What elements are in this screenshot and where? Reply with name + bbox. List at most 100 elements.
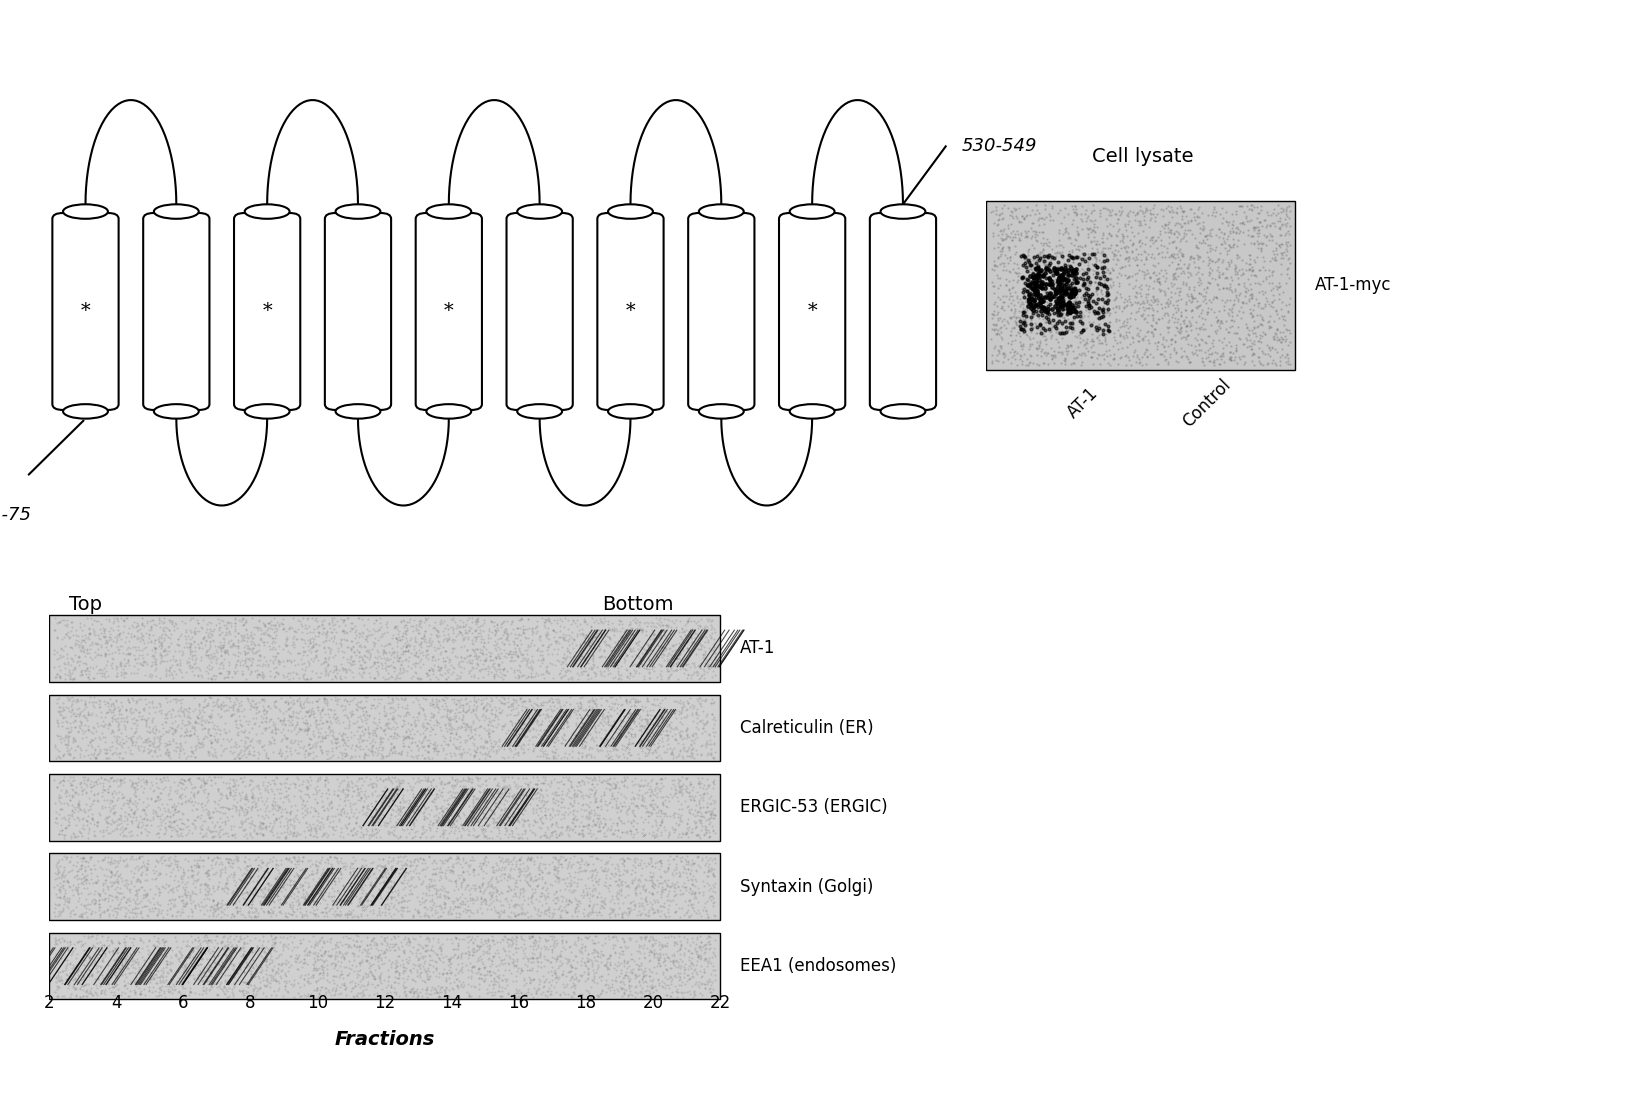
Point — [1141, 309, 1167, 326]
Point — [505, 906, 531, 924]
Point — [191, 890, 217, 908]
Point — [322, 739, 349, 756]
Point — [669, 775, 695, 793]
Point — [1208, 235, 1235, 253]
Point — [528, 802, 554, 820]
Point — [255, 783, 281, 801]
Point — [1177, 248, 1203, 266]
Point — [503, 980, 529, 998]
Point — [478, 887, 505, 905]
Point — [429, 739, 455, 756]
Point — [312, 726, 339, 744]
Point — [1075, 221, 1101, 238]
Point — [381, 937, 408, 955]
Point — [404, 797, 431, 814]
Point — [585, 742, 612, 760]
Point — [681, 750, 707, 768]
Point — [406, 891, 432, 909]
Point — [229, 747, 255, 765]
Point — [1049, 281, 1075, 299]
Point — [237, 744, 263, 762]
Point — [444, 977, 470, 995]
Point — [981, 321, 1008, 339]
Point — [682, 936, 709, 954]
Point — [473, 817, 500, 834]
Point — [212, 900, 238, 918]
Point — [362, 817, 388, 834]
Point — [385, 780, 411, 798]
Point — [222, 737, 248, 755]
Point — [503, 956, 529, 974]
Point — [77, 625, 104, 643]
Point — [133, 624, 159, 642]
Point — [289, 710, 316, 727]
Point — [386, 803, 413, 821]
Point — [426, 698, 452, 716]
Point — [289, 877, 316, 895]
Point — [653, 616, 679, 634]
Point — [390, 969, 416, 987]
Point — [500, 903, 526, 921]
Point — [595, 949, 621, 967]
Point — [1121, 211, 1148, 228]
Point — [482, 935, 508, 952]
Point — [1046, 339, 1072, 356]
Point — [225, 858, 252, 876]
Point — [293, 646, 319, 664]
Point — [426, 714, 452, 732]
Point — [294, 868, 321, 886]
Point — [1215, 231, 1241, 248]
Point — [579, 658, 605, 676]
Point — [600, 647, 626, 665]
Point — [498, 624, 524, 642]
Point — [488, 688, 515, 706]
Point — [1021, 273, 1047, 291]
Point — [1019, 330, 1046, 348]
Point — [547, 908, 574, 926]
Point — [309, 701, 335, 719]
Point — [648, 638, 674, 656]
Point — [1072, 236, 1098, 254]
Point — [1182, 341, 1208, 359]
Point — [227, 960, 253, 978]
Point — [618, 725, 644, 743]
Point — [378, 720, 404, 737]
Point — [59, 670, 85, 687]
Point — [199, 941, 225, 959]
Point — [330, 648, 357, 666]
Point — [475, 939, 501, 957]
Point — [985, 247, 1011, 265]
Point — [626, 971, 653, 989]
Point — [511, 969, 538, 987]
Point — [447, 638, 473, 656]
Point — [105, 959, 132, 977]
Point — [1212, 240, 1238, 257]
Point — [523, 932, 549, 950]
Point — [630, 828, 656, 846]
Point — [138, 789, 164, 807]
Point — [192, 636, 219, 654]
Point — [538, 927, 564, 945]
Point — [421, 661, 447, 678]
Point — [385, 885, 411, 902]
Point — [648, 804, 674, 822]
Point — [612, 889, 638, 907]
Point — [92, 810, 118, 828]
Point — [677, 879, 704, 897]
Point — [543, 895, 569, 912]
Point — [1041, 294, 1067, 312]
Point — [390, 629, 416, 647]
Point — [1024, 306, 1051, 324]
Point — [607, 688, 633, 706]
Point — [546, 958, 572, 976]
Point — [559, 951, 585, 969]
Point — [110, 898, 136, 916]
Point — [416, 632, 442, 649]
Point — [344, 696, 370, 714]
Point — [648, 886, 674, 903]
Point — [418, 734, 444, 752]
Point — [663, 977, 689, 995]
Point — [1003, 307, 1029, 325]
Point — [238, 898, 265, 916]
Point — [304, 729, 330, 746]
